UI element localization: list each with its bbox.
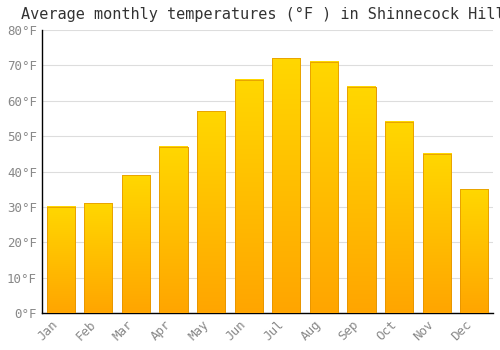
Bar xyxy=(46,207,74,313)
Bar xyxy=(197,111,225,313)
Bar xyxy=(310,62,338,313)
Bar xyxy=(348,87,376,313)
Bar xyxy=(385,122,413,313)
Bar xyxy=(234,79,262,313)
Bar xyxy=(122,175,150,313)
Title: Average monthly temperatures (°F ) in Shinnecock Hills: Average monthly temperatures (°F ) in Sh… xyxy=(21,7,500,22)
Bar xyxy=(422,154,451,313)
Bar xyxy=(84,203,112,313)
Bar xyxy=(160,147,188,313)
Bar xyxy=(460,189,488,313)
Bar xyxy=(272,58,300,313)
